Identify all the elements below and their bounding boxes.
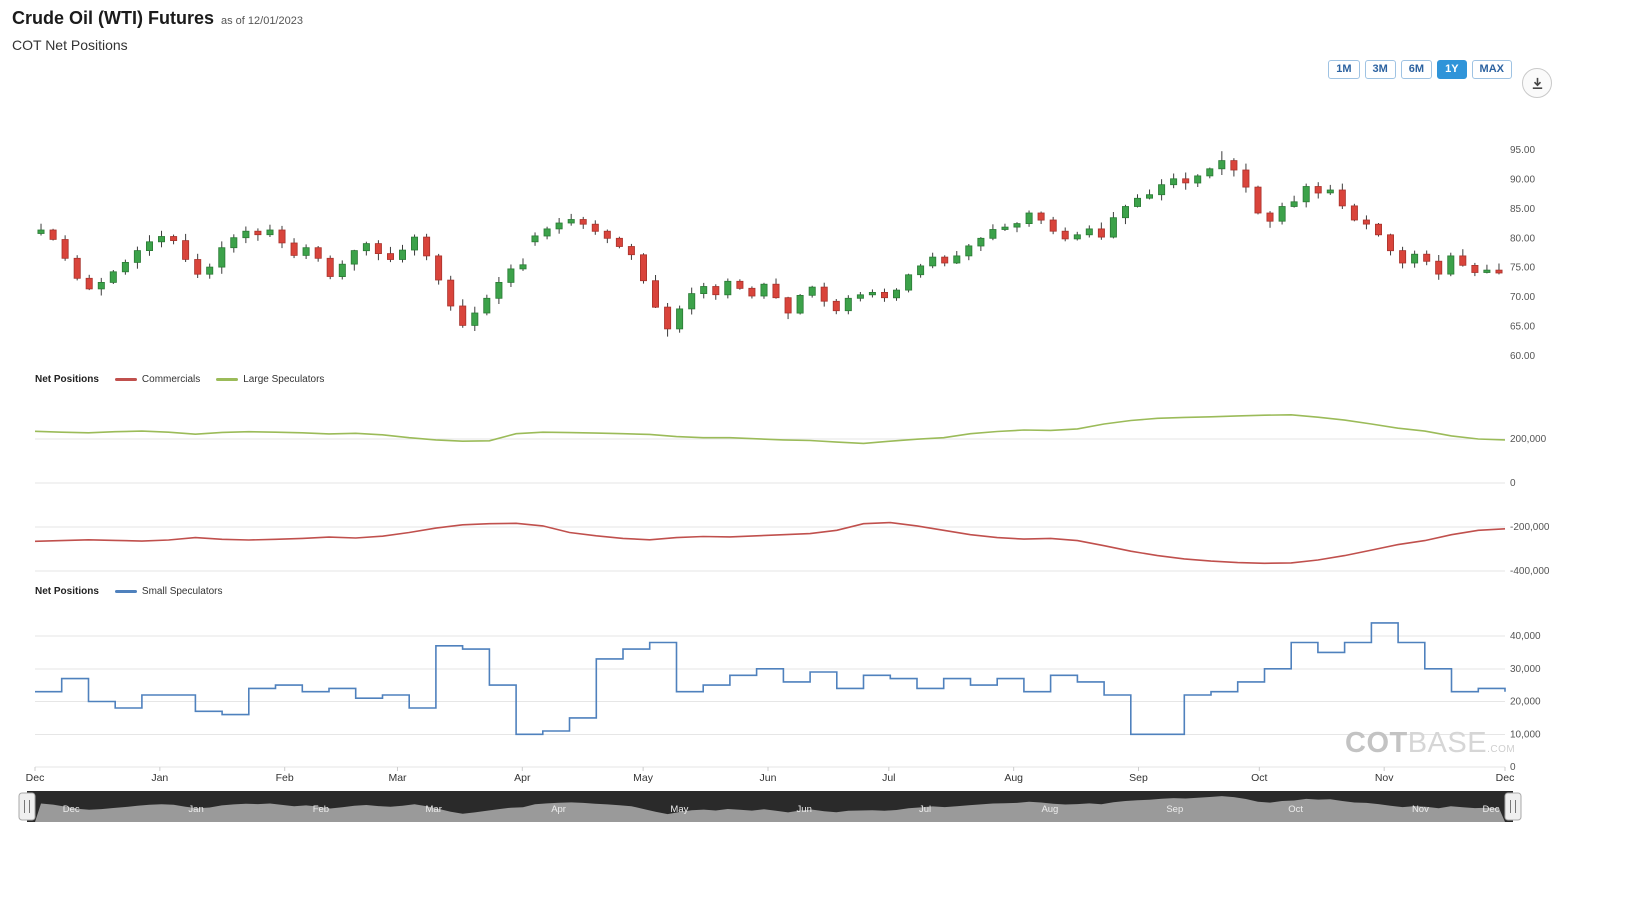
cotbase-watermark: COTBASE.COM bbox=[1345, 727, 1515, 760]
chart-header: Crude Oil (WTI) Futures as of 12/01/2023… bbox=[12, 8, 303, 53]
series-small-speculators bbox=[35, 622, 1506, 736]
svg-text:Aug: Aug bbox=[1004, 772, 1023, 784]
navigator-month-label: Jan bbox=[188, 804, 203, 815]
svg-text:80.00: 80.00 bbox=[1510, 233, 1535, 244]
navigator-month-label: Mar bbox=[426, 804, 442, 815]
navigator-month-label: Jun bbox=[797, 804, 812, 815]
svg-text:Oct: Oct bbox=[1251, 772, 1267, 784]
range-button-1m[interactable]: 1M bbox=[1328, 60, 1360, 79]
svg-text:70.00: 70.00 bbox=[1510, 292, 1535, 303]
net-positions-panel: 200,000 0 -200,000 -400,000 bbox=[34, 413, 1550, 577]
range-button-3m[interactable]: 3M bbox=[1364, 60, 1396, 79]
svg-text:Dec: Dec bbox=[1496, 772, 1515, 784]
navigator-month-label: Apr bbox=[551, 804, 566, 815]
navigator[interactable]: Dec Jan Feb Mar Apr May Jun Jul Aug Sep Oct Nov Dec bbox=[18, 791, 1522, 822]
navigator-handle-left[interactable] bbox=[18, 792, 36, 821]
price-candles bbox=[37, 151, 1503, 337]
navigator-month-label: Oct bbox=[1288, 804, 1303, 815]
watermark-light: BASE bbox=[1407, 727, 1488, 759]
svg-text:95.00: 95.00 bbox=[1510, 145, 1535, 156]
legend-swatch-small-speculators bbox=[114, 590, 137, 593]
svg-text:Dec: Dec bbox=[26, 772, 45, 784]
svg-text:0: 0 bbox=[1510, 762, 1516, 773]
download-button[interactable] bbox=[1522, 68, 1552, 98]
page-title: Crude Oil (WTI) Futures bbox=[12, 8, 214, 28]
x-axis-labels: Dec Jan Feb Mar Apr May Jun Jul Aug Sep Oct Nov Dec bbox=[26, 767, 1515, 784]
navigator-handle-right[interactable] bbox=[1504, 792, 1522, 821]
svg-text:85.00: 85.00 bbox=[1510, 204, 1535, 215]
svg-text:75.00: 75.00 bbox=[1510, 263, 1535, 274]
svg-text:Nov: Nov bbox=[1375, 772, 1394, 784]
net-positions-legend-2: Net Positions Small Speculators bbox=[35, 586, 223, 597]
legend-swatch-large-speculators bbox=[216, 378, 239, 381]
range-button-max[interactable]: MAX bbox=[1471, 60, 1512, 79]
svg-text:May: May bbox=[633, 772, 654, 784]
legend-label-small-speculators: Small Speculators bbox=[141, 586, 223, 597]
legend-item-small-speculators[interactable]: Small Speculators bbox=[114, 586, 223, 597]
legend-item-large-speculators[interactable]: Large Speculators bbox=[216, 374, 324, 385]
svg-text:Sep: Sep bbox=[1129, 772, 1148, 784]
svg-text:Mar: Mar bbox=[388, 772, 407, 784]
legend-title: Net Positions bbox=[35, 586, 99, 597]
navigator-area bbox=[35, 796, 1505, 822]
legend-label-large-speculators: Large Speculators bbox=[243, 374, 325, 385]
svg-text:30,000: 30,000 bbox=[1510, 664, 1541, 675]
series-large-speculators bbox=[34, 413, 1506, 445]
legend-label-commercials: Commercials bbox=[141, 374, 201, 385]
svg-text:Apr: Apr bbox=[514, 772, 531, 784]
svg-text:Jun: Jun bbox=[760, 772, 777, 784]
svg-text:-400,000: -400,000 bbox=[1510, 566, 1550, 577]
as-of-date: as of 12/01/2023 bbox=[221, 15, 303, 27]
chart-subtitle: COT Net Positions bbox=[12, 37, 128, 53]
svg-text:Feb: Feb bbox=[276, 772, 294, 784]
navigator-month-label: Dec bbox=[1483, 804, 1500, 815]
net-positions-legend-1: Net Positions Commercials Large Speculator… bbox=[35, 374, 324, 385]
watermark-suffix: .COM bbox=[1487, 744, 1516, 755]
series-commercials bbox=[34, 521, 1506, 565]
svg-text:40,000: 40,000 bbox=[1510, 631, 1541, 642]
svg-text:0: 0 bbox=[1510, 478, 1516, 489]
range-button-1y[interactable]: 1Y bbox=[1437, 60, 1467, 79]
watermark-bold: COT bbox=[1345, 727, 1408, 759]
svg-text:90.00: 90.00 bbox=[1510, 174, 1535, 185]
price-axis-labels: 95.00 90.00 85.00 80.00 75.00 70.00 65.00 60.00 bbox=[1510, 145, 1535, 362]
svg-text:60.00: 60.00 bbox=[1510, 351, 1535, 362]
range-button-6m[interactable]: 6M bbox=[1400, 60, 1433, 79]
navigator-month-label: Dec bbox=[63, 804, 80, 815]
navigator-month-label: Jul bbox=[919, 804, 931, 815]
small-speculators-panel: 40,000 30,000 20,000 10,000 0 bbox=[35, 622, 1541, 773]
legend-swatch-commercials bbox=[114, 378, 137, 381]
svg-text:20,000: 20,000 bbox=[1510, 697, 1541, 708]
svg-text:200,000: 200,000 bbox=[1510, 434, 1547, 445]
navigator-month-label: Aug bbox=[1041, 804, 1058, 815]
download-icon bbox=[1532, 77, 1542, 89]
legend-title: Net Positions bbox=[35, 374, 99, 385]
navigator-month-label: Feb bbox=[313, 804, 329, 815]
svg-text:10,000: 10,000 bbox=[1510, 729, 1541, 740]
navigator-month-label: Sep bbox=[1166, 804, 1183, 815]
legend-item-commercials[interactable]: Commercials bbox=[114, 374, 201, 385]
navigator-month-label: Nov bbox=[1412, 804, 1429, 815]
range-selector: 1M 3M 6M 1Y MAX bbox=[1328, 60, 1512, 79]
svg-text:65.00: 65.00 bbox=[1510, 322, 1535, 333]
svg-text:Jul: Jul bbox=[882, 772, 895, 784]
navigator-month-label: May bbox=[670, 804, 688, 815]
svg-text:Jan: Jan bbox=[151, 772, 168, 784]
svg-text:-200,000: -200,000 bbox=[1510, 522, 1550, 533]
